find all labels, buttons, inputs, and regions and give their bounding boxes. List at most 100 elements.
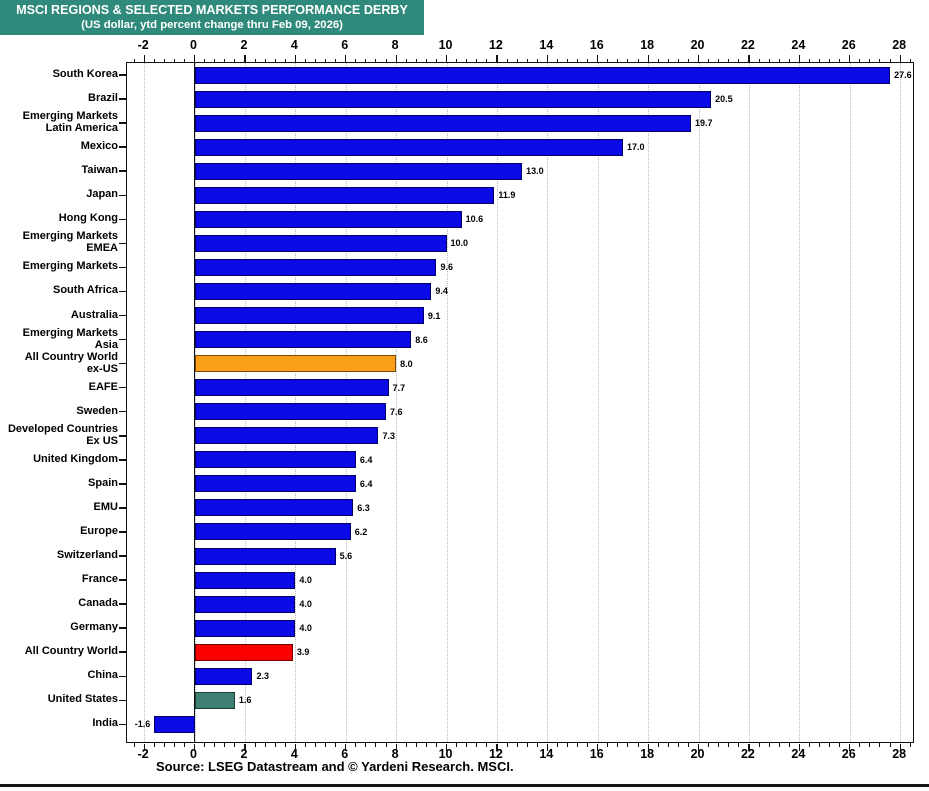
bar-china — [194, 667, 253, 685]
x-major-tick-bottom — [294, 743, 296, 751]
x-minor-tick-top — [153, 58, 155, 62]
bar-japan — [194, 186, 495, 204]
bar-spain — [194, 475, 356, 493]
x-axis-tick-label-bottom: 12 — [488, 747, 503, 761]
category-label: All Country World ex-US — [24, 350, 118, 375]
gridline-20 — [698, 63, 700, 742]
x-minor-tick-top — [163, 58, 165, 62]
gridline-0 — [194, 63, 196, 742]
x-major-tick-bottom — [143, 743, 145, 751]
x-minor-tick-top — [738, 58, 740, 62]
x-major-tick-top — [697, 54, 700, 62]
x-minor-tick-bottom — [708, 743, 710, 747]
x-minor-tick-top — [526, 58, 528, 62]
x-major-tick-top — [294, 54, 296, 62]
x-axis-tick-label-bottom: 16 — [589, 747, 604, 761]
x-minor-tick-bottom — [415, 743, 417, 747]
x-minor-tick-top — [607, 58, 609, 62]
bar-value-label: 19.7 — [694, 118, 713, 129]
gridline-12 — [496, 63, 498, 742]
gridline-10 — [446, 63, 448, 742]
y-category-tick — [118, 290, 126, 293]
y-category-tick — [118, 170, 126, 172]
y-category-tick — [118, 146, 126, 148]
zero-axis-line — [194, 63, 196, 742]
gridline-28 — [900, 63, 902, 742]
x-axis-tick-label-top: 20 — [690, 38, 705, 52]
bar-value-label: 1.6 — [238, 695, 252, 706]
x-minor-tick-top — [335, 58, 337, 62]
x-minor-tick-top — [829, 58, 831, 62]
x-minor-tick-bottom — [738, 743, 740, 747]
x-axis-tick-label-top: 18 — [640, 38, 655, 52]
x-minor-tick-top — [173, 58, 175, 62]
x-minor-tick-bottom — [375, 743, 377, 747]
x-minor-tick-top — [718, 58, 720, 62]
category-label: All Country World — [24, 645, 118, 658]
x-axis-tick-label-bottom: 10 — [438, 747, 453, 761]
y-category-tick — [118, 579, 126, 581]
x-major-tick-top — [647, 54, 649, 62]
x-major-tick-bottom — [546, 743, 548, 751]
x-minor-tick-top — [304, 58, 306, 62]
x-axis-tick-label-bottom: 2 — [240, 747, 248, 761]
category-label: Spain — [88, 476, 118, 489]
category-label: Japan — [86, 188, 118, 201]
bar-value-label: 6.2 — [354, 526, 368, 537]
x-minor-tick-bottom — [405, 743, 407, 747]
bar-value-label: 8.0 — [400, 358, 413, 369]
x-major-tick-top — [244, 54, 246, 62]
category-label: France — [81, 573, 118, 586]
y-category-tick — [118, 507, 126, 509]
x-minor-tick-bottom — [456, 743, 458, 747]
x-minor-tick-bottom — [567, 743, 568, 747]
x-major-tick-bottom — [496, 743, 498, 751]
x-minor-tick-bottom — [355, 743, 357, 747]
x-minor-tick-bottom — [304, 743, 306, 747]
x-minor-tick-top — [214, 58, 216, 62]
x-minor-tick-bottom — [264, 743, 266, 747]
x-minor-tick-bottom — [536, 743, 538, 747]
x-minor-tick-top — [133, 58, 135, 62]
bar-eafe — [194, 379, 389, 397]
x-axis-tick-label-top: 2 — [240, 38, 248, 52]
bar-value-label: -1.6 — [134, 719, 151, 730]
x-minor-tick-bottom — [224, 743, 226, 747]
category-label: Brazil — [88, 92, 118, 105]
x-minor-tick-top — [677, 58, 679, 62]
y-category-tick — [118, 723, 126, 726]
x-major-tick-top — [345, 54, 347, 62]
y-category-tick — [118, 603, 126, 605]
bar-canada — [194, 595, 296, 613]
x-minor-tick-top — [808, 58, 810, 62]
x-minor-tick-bottom — [153, 743, 155, 747]
x-minor-tick-bottom — [677, 743, 679, 747]
x-axis-bottom-labels: -2 0 2 4 6 8 10 12 14 16 18 20 22 24 26 28 — [126, 747, 912, 763]
x-axis-top-labels: -2 0 2 4 6 8 10 12 14 16 18 20 22 24 26 28 — [126, 38, 912, 54]
bar-value-label: 9.1 — [427, 310, 441, 321]
bar-value-label: 3.9 — [296, 647, 310, 658]
bar-emerging-markets-latin-america — [194, 114, 691, 132]
bar-united-states — [194, 691, 235, 709]
bar-value-label: 6.3 — [357, 502, 370, 513]
x-minor-tick-top — [556, 58, 558, 62]
y-category-tick — [118, 555, 126, 557]
y-category-tick — [118, 435, 126, 437]
bar-australia — [194, 307, 424, 324]
x-major-tick-bottom — [899, 743, 901, 751]
x-minor-tick-top — [577, 58, 579, 62]
x-minor-tick-bottom — [335, 743, 337, 747]
category-label: United Kingdom — [33, 452, 118, 465]
x-minor-tick-top — [365, 58, 367, 62]
x-major-tick-bottom — [849, 743, 851, 751]
x-minor-tick-bottom — [163, 743, 165, 747]
x-axis-tick-label-bottom: 8 — [391, 747, 399, 761]
x-major-tick-bottom — [193, 743, 196, 751]
x-minor-tick-bottom — [234, 743, 236, 747]
category-label: Sweden — [76, 404, 118, 417]
x-minor-tick-bottom — [859, 743, 861, 747]
gridline-24 — [799, 63, 801, 742]
x-major-tick-top — [748, 54, 750, 62]
x-minor-tick-bottom — [325, 743, 327, 747]
bar-south-africa — [194, 282, 432, 300]
